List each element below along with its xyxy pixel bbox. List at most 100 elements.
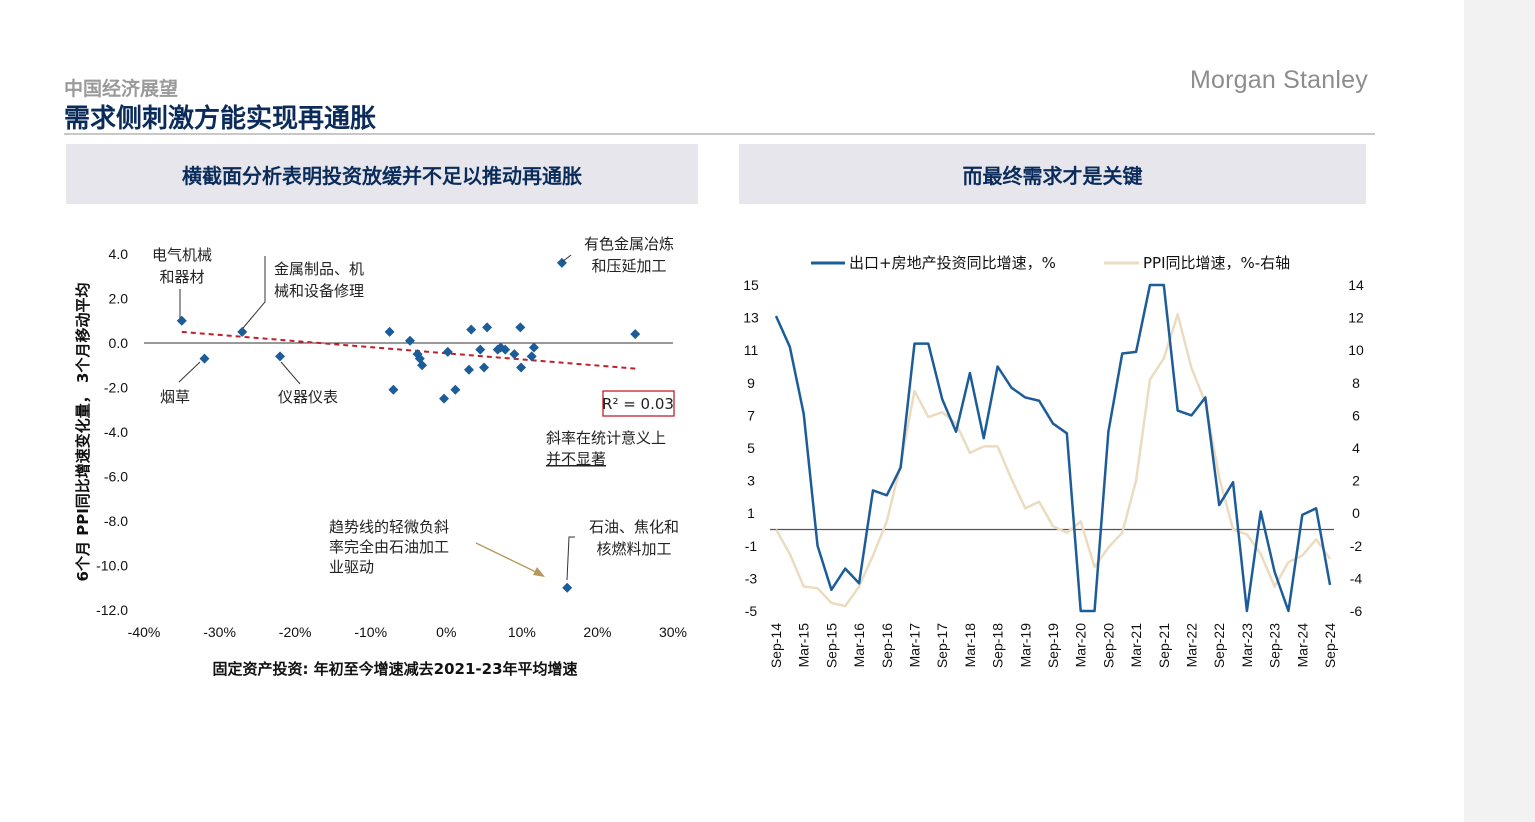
data-point [176,315,187,326]
right-y-tick-label: 8 [1352,375,1360,391]
series-export-property-line [774,283,1332,613]
data-point [528,342,539,353]
x-tick-label: Sep-18 [990,623,1006,668]
x-tick-label: -20% [279,624,312,640]
left-y-tick-label: -1 [745,538,758,554]
annotation-instruments: 仪器仪表 [278,388,338,406]
data-point [463,364,474,375]
x-tick-label: -40% [128,624,161,640]
y-tick-label: -2.0 [104,380,128,396]
x-tick-label: -10% [354,624,387,640]
y-tick-label: 0.0 [109,335,129,351]
left-y-tick-label: 9 [747,375,755,391]
data-point [417,360,428,371]
x-tick-label: Sep-19 [1045,623,1061,668]
x-tick-label: Mar-20 [1073,623,1089,668]
x-tick-label: Mar-15 [796,623,812,668]
x-tick-label: Mar-19 [1017,623,1033,668]
x-tick-label: Sep-14 [768,623,784,668]
y-tick-label: -4.0 [104,424,128,440]
data-point [475,344,486,355]
annotation-petroleum: 石油、焦化和 [589,518,679,536]
x-tick-label: Sep-22 [1211,623,1227,668]
annotation-electrical: 电气机械 [152,246,212,264]
left-y-tick-label: 11 [744,342,759,358]
x-tick-label: Mar-22 [1184,623,1200,668]
data-point [275,351,286,362]
right-margin-strip [1464,0,1535,822]
data-point [500,344,511,355]
leader-instruments [280,361,301,385]
y-tick-label: -8.0 [104,513,128,529]
x-tick-label: Sep-15 [823,623,839,668]
right-y-tick-label: 6 [1352,407,1360,423]
scatter-chart: 4.0 2.0 0.0 -2.0 -4.0 -6.0 -8.0 -10.0 -12.0-40% -… [74,235,687,678]
annotation-nonferrous: 和压延加工 [591,257,666,275]
left-y-tick-label: -5 [745,603,758,619]
right-panel-title: 而最终需求才是关键 [739,144,1366,204]
brand-logo: Morgan Stanley [1190,66,1368,94]
right-y-tick-label: -2 [1350,538,1363,554]
annotation-petroleum: 核燃料加工 [596,540,671,558]
x-tick-label: 20% [583,624,611,640]
x-tick-label: -30% [203,624,236,640]
page-title: 需求侧刺激方能实现再通胀 [64,104,377,134]
data-point [515,322,526,333]
leader-petroleum [566,536,575,581]
x-tick-label: Sep-16 [879,623,895,668]
x-axis-title: 固定资产投资: 年初至今增速减去2021-23年平均增速 [212,660,577,678]
data-point [509,349,520,360]
x-tick-label: Mar-23 [1239,623,1255,668]
x-tick-label: Mar-21 [1128,623,1144,668]
x-tick-label: Sep-24 [1322,623,1338,668]
left-y-tick-label: 15 [743,277,759,293]
x-tick-label: 30% [659,624,687,640]
left-y-tick-label: 13 [743,310,759,326]
data-point [562,582,573,593]
slope-note-line2: 并不显著 [546,450,606,468]
x-tick-label: Mar-17 [907,623,923,668]
x-tick-label: Mar-24 [1294,623,1310,668]
data-point [630,329,641,340]
data-point [516,362,527,373]
right-y-tick-label: 14 [1348,277,1364,293]
right-y-tick-label: -6 [1350,603,1363,619]
r-squared-box [602,390,675,417]
left-y-tick-label: 5 [747,440,755,456]
legend-label-ppi: PPI同比增速，%-右轴 [1143,254,1290,272]
right-y-tick-label: 4 [1352,440,1360,456]
data-point [439,393,450,404]
left-y-tick-label: 3 [747,473,755,489]
trendline [181,330,636,370]
y-axis-title: 6个月 PPI同比增速变化量， 3个月移动平均 [74,283,92,582]
data-point [384,326,395,337]
trend-note-arrow-head [533,567,545,577]
left-y-tick-label: 1 [747,505,755,521]
leader-nonferrous [561,254,572,263]
x-tick-label: Mar-16 [851,623,867,668]
data-point [199,353,210,364]
left-panel-title: 横截面分析表明投资放缓并不足以推动再通胀 [66,144,698,204]
x-tick-label: 0% [436,624,456,640]
page-subtitle: 中国经济展望 [64,78,179,100]
x-tick-label: Sep-23 [1267,623,1283,668]
data-point [526,351,537,362]
x-tick-label: Sep-21 [1156,623,1172,668]
data-point [482,322,493,333]
y-tick-label: -10.0 [96,558,128,574]
trend-note: 趋势线的轻微负斜 [329,518,449,536]
x-tick-label: Sep-20 [1100,623,1116,668]
y-tick-label: 4.0 [109,246,129,262]
right-y-tick-label: 10 [1348,342,1364,358]
data-point [466,324,477,335]
annotation-nonferrous: 有色金属冶炼 [584,235,674,253]
annotation-metal-products: 金属制品、机 [274,260,364,278]
left-y-tick-label: -3 [745,570,758,586]
y-tick-label: -6.0 [104,469,128,485]
leader-tobacco [178,361,201,383]
x-tick-label: Mar-18 [962,623,978,668]
data-point [405,335,416,346]
trend-note: 率完全由石油加工 [329,538,449,556]
right-y-tick-label: 2 [1352,473,1360,489]
